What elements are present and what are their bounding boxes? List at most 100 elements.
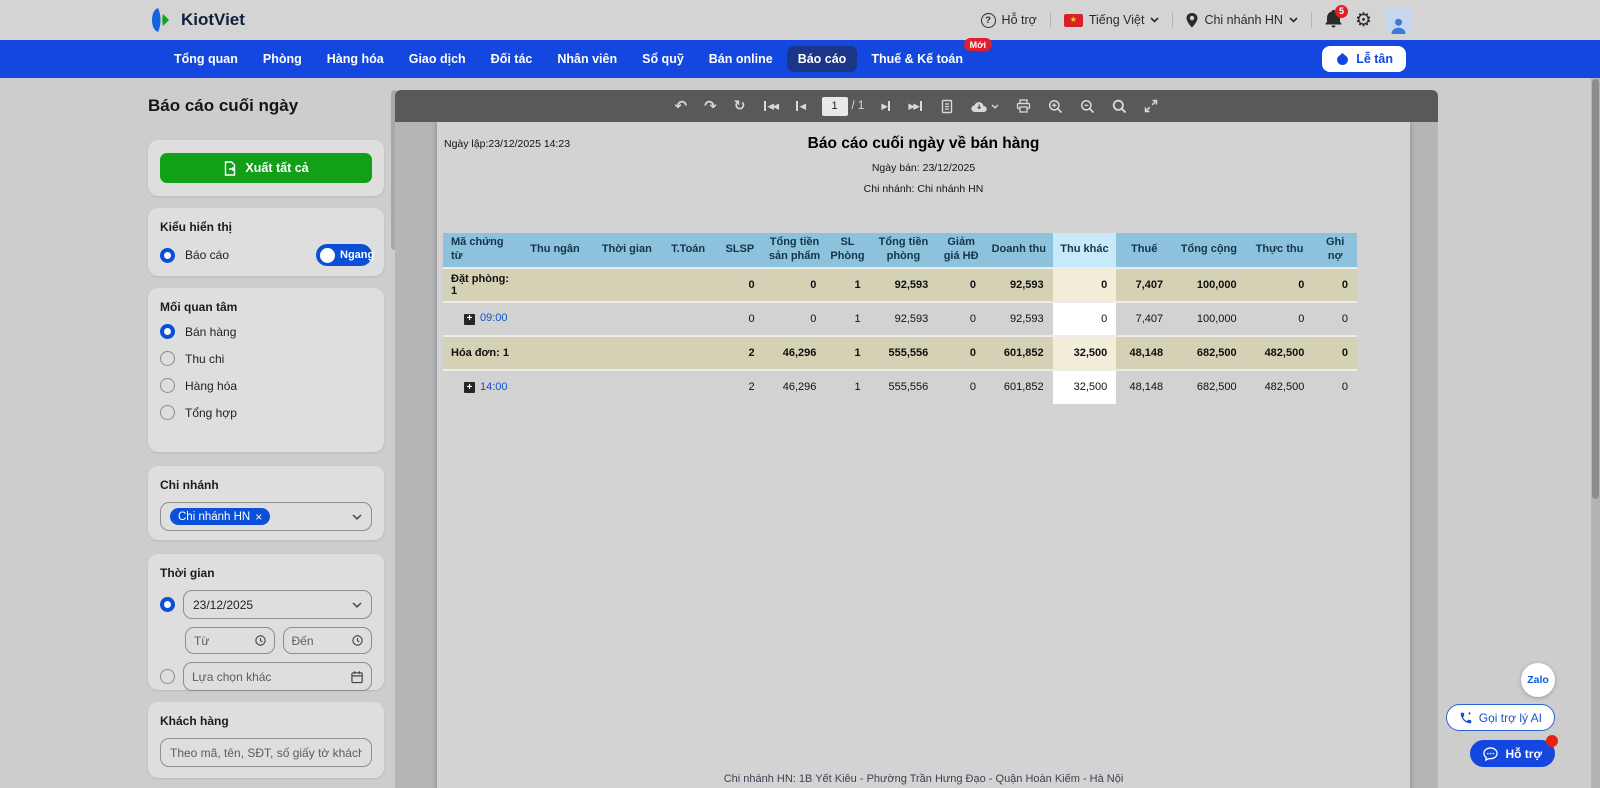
radio-icon[interactable] <box>160 324 175 339</box>
help-menu[interactable]: ? Hỗ trợ <box>980 12 1037 28</box>
language-selector[interactable]: ★ Tiếng Việt <box>1063 13 1160 27</box>
divider <box>1310 12 1312 28</box>
location-pin-icon <box>1186 12 1198 27</box>
tab-bao-cao[interactable]: Báo cáo <box>786 46 858 72</box>
radio-bao-cao[interactable]: Báo cáo Ngang <box>160 244 374 266</box>
chevron-down-icon <box>1289 17 1298 23</box>
radio-other-date-mode[interactable] <box>160 669 175 684</box>
tab-ban-online[interactable]: Bán online <box>708 52 773 66</box>
customer-card: Khách hàng <box>148 702 384 778</box>
tab-hang-hoa[interactable]: Hàng hóa <box>326 52 384 66</box>
divider <box>1049 12 1051 28</box>
language-label: Tiếng Việt <box>1088 13 1145 27</box>
date-select[interactable]: 23/12/2025 <box>183 590 372 619</box>
tab-giao-dich[interactable]: Giao dịch <box>408 52 466 66</box>
detail-row-0900: +09:00 0 0 1 92,593 0 92,593 0 7,407 100 <box>443 300 1357 336</box>
branch-card: Chi nhánh Chi nhánh HN × <box>148 466 384 540</box>
customer-search-field[interactable] <box>160 738 372 767</box>
ai-assistant-button[interactable]: Gọi trợ lý AI <box>1445 704 1555 731</box>
page-total: / 1 <box>851 100 865 112</box>
chevron-down-icon <box>352 601 362 608</box>
radio-hang-hoa[interactable]: Hàng hóa <box>160 378 372 393</box>
radio-tong-hop[interactable]: Tổng hợp <box>160 405 372 420</box>
other-date-field[interactable] <box>183 662 372 691</box>
kiotviet-logo[interactable]: KiotViet <box>148 7 245 33</box>
page-scrollbar[interactable] <box>1591 78 1600 788</box>
time-link[interactable]: 09:00 <box>480 312 508 325</box>
fullscreen-icon[interactable] <box>1144 99 1158 113</box>
radio-icon[interactable] <box>160 247 175 263</box>
print-icon[interactable] <box>1016 99 1031 113</box>
tab-doi-tac[interactable]: Đối tác <box>490 52 533 66</box>
notifications-button[interactable]: 5 <box>1325 4 1348 31</box>
refresh-icon[interactable]: ↻ <box>733 98 746 114</box>
time-filter-label: Thời gian <box>160 566 215 580</box>
radio-thu-chi[interactable]: Thu chi <box>160 351 372 366</box>
radio-ban-hang[interactable]: Bán hàng <box>160 324 372 339</box>
undo-icon[interactable]: ↶ <box>674 96 688 115</box>
branch-selector[interactable]: Chi nhánh HN <box>1186 12 1298 28</box>
last-page-icon[interactable]: ▶▶ <box>908 101 923 111</box>
new-badge: Mới <box>963 38 992 51</box>
time-to-input[interactable] <box>291 633 352 648</box>
chat-bubble-icon <box>1483 746 1499 761</box>
export-all-button[interactable]: Xuất tất cả <box>160 153 372 183</box>
remove-tag-icon[interactable]: × <box>255 509 263 524</box>
other-date-input[interactable] <box>192 669 351 684</box>
report-viewer: ↶ ↷ ↻ ◀◀ ◀ / 1 ▶ ▶▶ <box>395 90 1438 788</box>
report-footer-address: Chi nhánh HN: 1B Yết Kiêu - Phường Trần … <box>723 773 1124 785</box>
customer-search-input[interactable] <box>170 745 362 760</box>
time-to-field[interactable] <box>282 627 372 654</box>
customer-filter-label: Khách hàng <box>160 714 229 728</box>
branch-select[interactable]: Chi nhánh HN × <box>160 502 372 531</box>
cloud-download-icon[interactable] <box>971 100 999 113</box>
kiotviet-logo-icon <box>152 8 169 32</box>
report-branch: Chi nhánh: Chi nhánh HN <box>863 183 984 195</box>
sidebar-scrollbar[interactable] <box>391 90 398 788</box>
zoom-out-icon[interactable] <box>1080 99 1095 114</box>
settings-gear-icon[interactable]: ⚙ <box>1354 8 1372 31</box>
tab-phong[interactable]: Phòng <box>262 52 302 66</box>
time-from-input[interactable] <box>194 633 255 648</box>
radio-icon[interactable] <box>160 351 175 366</box>
export-file-icon[interactable] <box>940 99 954 114</box>
scrollbar-thumb[interactable] <box>1592 79 1599 499</box>
radio-date-mode[interactable] <box>160 597 175 612</box>
next-page-icon[interactable]: ▶ <box>881 101 891 111</box>
scrollbar-thumb[interactable] <box>391 90 398 250</box>
expand-icon[interactable]: + <box>464 382 475 394</box>
tab-nhan-vien[interactable]: Nhân viên <box>557 52 618 66</box>
summary-row-hoa-don: Hóa đơn: 1 2 46,296 1 555,556 0 601,852 … <box>443 334 1357 370</box>
redo-icon[interactable]: ↷ <box>704 96 717 115</box>
reception-button[interactable]: Lễ tân <box>1322 46 1406 72</box>
person-icon <box>1391 18 1406 34</box>
zoom-in-icon[interactable] <box>1048 99 1063 114</box>
support-button[interactable]: Hỗ trợ <box>1470 735 1558 767</box>
time-from-field[interactable] <box>185 627 275 654</box>
tab-so-quy[interactable]: Sổ quỹ <box>642 52 684 66</box>
search-icon[interactable] <box>1112 99 1127 114</box>
page-number-input[interactable] <box>821 96 848 116</box>
top-header: KiotViet ? Hỗ trợ ★ Tiếng Việt Chi nhánh… <box>0 0 1600 40</box>
tab-thue-ke-toan[interactable]: Thuế & Kế toán Mới <box>860 38 992 72</box>
tab-tong-quan[interactable]: Tổng quan <box>174 52 238 66</box>
time-link[interactable]: 14:00 <box>480 380 508 393</box>
reception-icon <box>1337 52 1349 65</box>
branch-label: Chi nhánh HN <box>1204 13 1283 27</box>
zalo-widget[interactable]: Zalo <box>1521 663 1555 697</box>
report-page: Ngày lập:23/12/2025 14:23 Báo cáo cuối n… <box>437 122 1410 788</box>
user-avatar[interactable] <box>1385 6 1412 34</box>
orientation-toggle[interactable]: Ngang <box>316 244 374 266</box>
viewer-toolbar: ↶ ↷ ↻ ◀◀ ◀ / 1 ▶ ▶▶ <box>395 90 1438 122</box>
concern-label: Mối quan tâm <box>160 300 238 314</box>
display-type-card: Kiểu hiển thị Báo cáo Ngang <box>148 208 384 276</box>
display-type-label: Kiểu hiển thị <box>160 220 232 234</box>
clock-icon <box>254 635 266 646</box>
radio-icon[interactable] <box>160 405 175 420</box>
radio-icon[interactable] <box>160 378 175 393</box>
expand-icon[interactable]: + <box>464 313 475 325</box>
first-page-icon[interactable]: ◀◀ <box>762 101 779 111</box>
report-table: Mã chứng từ Thu ngân Thời gian T.Toán SL… <box>443 233 1357 404</box>
prev-page-icon[interactable]: ◀ <box>795 101 806 111</box>
divider <box>1172 12 1174 28</box>
